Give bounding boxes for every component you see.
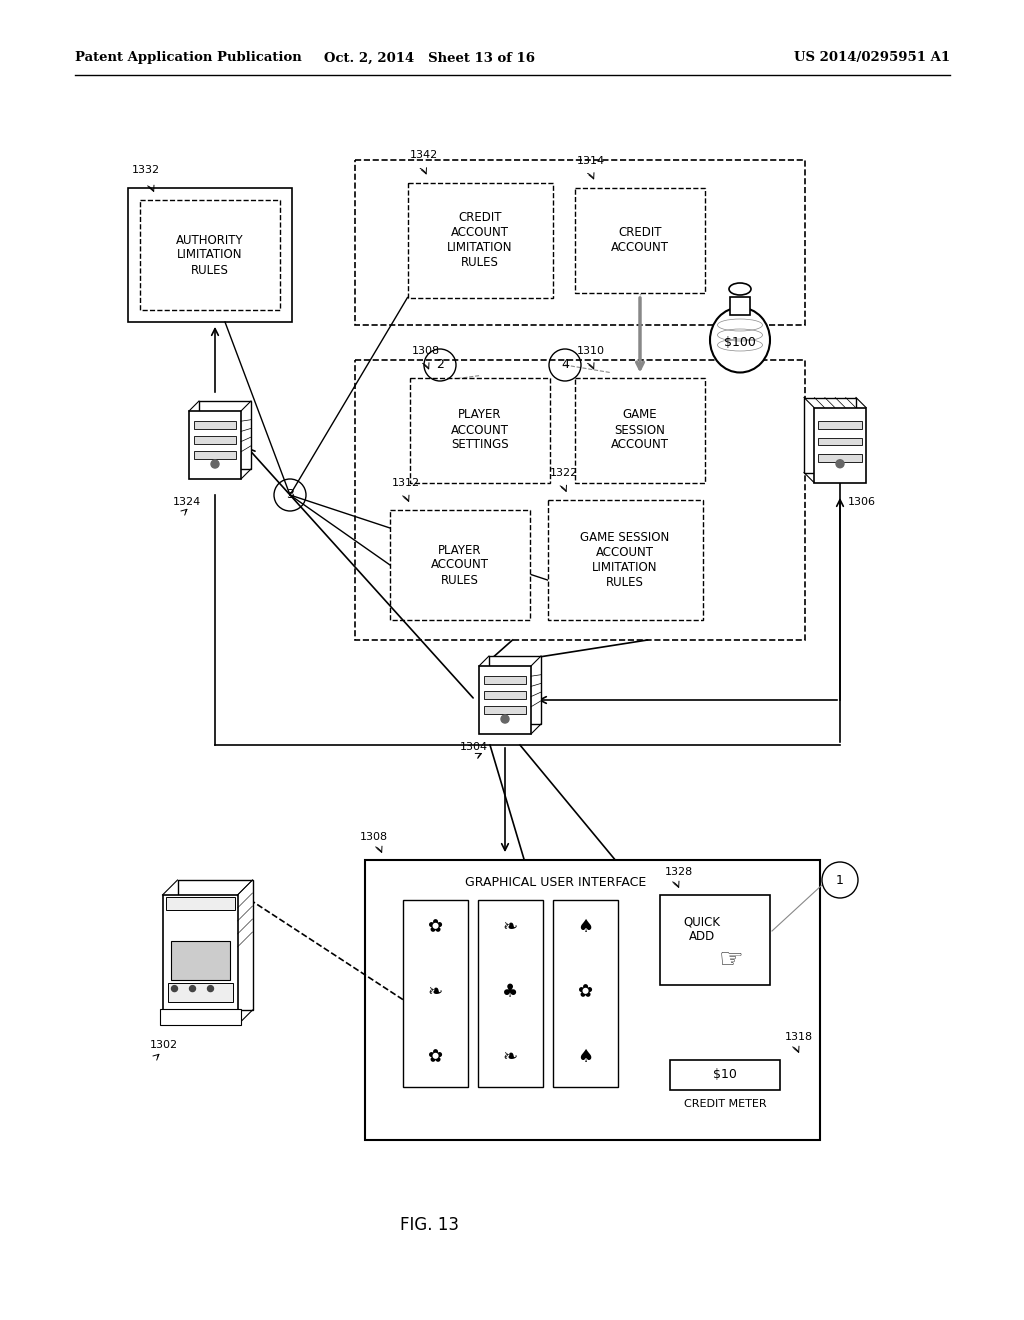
- Text: ✿: ✿: [427, 1048, 442, 1067]
- Bar: [166, 898, 234, 909]
- Text: GRAPHICAL USER INTERFACE: GRAPHICAL USER INTERFACE: [466, 875, 647, 888]
- Text: ❧: ❧: [503, 1048, 517, 1067]
- Text: PLAYER
ACCOUNT
RULES: PLAYER ACCOUNT RULES: [431, 544, 489, 586]
- Bar: [660, 895, 770, 985]
- Text: 1322: 1322: [550, 469, 578, 478]
- Text: ✿: ✿: [427, 917, 442, 936]
- Text: $100: $100: [724, 337, 756, 350]
- Text: CREDIT
ACCOUNT
LIMITATION
RULES: CREDIT ACCOUNT LIMITATION RULES: [447, 211, 513, 269]
- Bar: [128, 187, 292, 322]
- Bar: [814, 408, 866, 483]
- Bar: [818, 437, 862, 445]
- Bar: [390, 510, 530, 620]
- Circle shape: [208, 986, 213, 991]
- Text: ♠: ♠: [577, 917, 593, 936]
- Text: ✿: ✿: [578, 983, 593, 1001]
- Text: 1306: 1306: [848, 498, 876, 507]
- Text: 1328: 1328: [665, 867, 693, 876]
- Text: $10: $10: [713, 1068, 737, 1081]
- Text: 1342: 1342: [410, 150, 437, 161]
- Ellipse shape: [710, 308, 770, 372]
- Text: CREDIT
ACCOUNT: CREDIT ACCOUNT: [611, 226, 669, 253]
- Text: ♣: ♣: [502, 983, 518, 1001]
- Circle shape: [189, 986, 196, 991]
- Text: 1310: 1310: [577, 346, 605, 355]
- Bar: [818, 454, 862, 462]
- Text: GAME
SESSION
ACCOUNT: GAME SESSION ACCOUNT: [611, 408, 669, 451]
- Bar: [730, 297, 750, 315]
- Circle shape: [211, 461, 219, 469]
- Text: US 2014/0295951 A1: US 2014/0295951 A1: [794, 51, 950, 65]
- Text: 1332: 1332: [132, 165, 160, 176]
- Bar: [160, 1010, 241, 1026]
- Bar: [408, 182, 553, 297]
- Bar: [168, 983, 232, 1002]
- Bar: [199, 401, 251, 469]
- Bar: [355, 360, 805, 640]
- Bar: [402, 900, 468, 1086]
- Bar: [189, 411, 241, 479]
- Circle shape: [171, 986, 177, 991]
- Text: CREDIT METER: CREDIT METER: [684, 1100, 766, 1109]
- Text: 1308: 1308: [412, 346, 440, 355]
- Bar: [484, 676, 526, 684]
- Text: PLAYER
ACCOUNT
SETTINGS: PLAYER ACCOUNT SETTINGS: [451, 408, 509, 451]
- Text: Oct. 2, 2014   Sheet 13 of 16: Oct. 2, 2014 Sheet 13 of 16: [325, 51, 536, 65]
- Bar: [484, 706, 526, 714]
- Bar: [670, 1060, 780, 1090]
- Text: 1318: 1318: [785, 1032, 813, 1041]
- Text: 1: 1: [836, 874, 844, 887]
- Text: 3: 3: [286, 488, 294, 502]
- Bar: [355, 160, 805, 325]
- Bar: [575, 187, 705, 293]
- Text: ❧: ❧: [427, 983, 442, 1001]
- Bar: [163, 895, 238, 1026]
- Text: 2: 2: [436, 359, 444, 371]
- Circle shape: [501, 715, 509, 723]
- Text: 1304: 1304: [460, 742, 488, 752]
- Bar: [818, 421, 862, 429]
- Bar: [477, 900, 543, 1086]
- Bar: [194, 421, 236, 429]
- Text: ♠: ♠: [577, 1048, 593, 1067]
- Bar: [575, 378, 705, 483]
- Text: 1308: 1308: [360, 832, 388, 842]
- Ellipse shape: [729, 282, 751, 294]
- Text: Patent Application Publication: Patent Application Publication: [75, 51, 302, 65]
- Text: AUTHORITY
LIMITATION
RULES: AUTHORITY LIMITATION RULES: [176, 234, 244, 276]
- Bar: [194, 436, 236, 445]
- Bar: [171, 940, 229, 979]
- Text: GAME SESSION
ACCOUNT
LIMITATION
RULES: GAME SESSION ACCOUNT LIMITATION RULES: [581, 531, 670, 589]
- Text: ❧: ❧: [503, 917, 517, 936]
- Bar: [484, 692, 526, 700]
- Text: 1302: 1302: [150, 1040, 178, 1049]
- Bar: [489, 656, 541, 723]
- Text: 1314: 1314: [577, 156, 605, 165]
- Text: FIG. 13: FIG. 13: [400, 1216, 460, 1234]
- Text: 4: 4: [561, 359, 569, 371]
- Bar: [479, 667, 531, 734]
- Bar: [548, 500, 702, 620]
- Text: ☞: ☞: [719, 946, 744, 974]
- Text: 1324: 1324: [173, 498, 202, 507]
- Text: QUICK
ADD: QUICK ADD: [683, 915, 720, 944]
- Bar: [410, 378, 550, 483]
- Bar: [365, 861, 820, 1140]
- Bar: [140, 201, 280, 310]
- Circle shape: [836, 459, 844, 467]
- Text: 1312: 1312: [392, 478, 420, 488]
- Bar: [553, 900, 617, 1086]
- Bar: [804, 397, 856, 473]
- Bar: [194, 451, 236, 459]
- Bar: [177, 880, 253, 1010]
